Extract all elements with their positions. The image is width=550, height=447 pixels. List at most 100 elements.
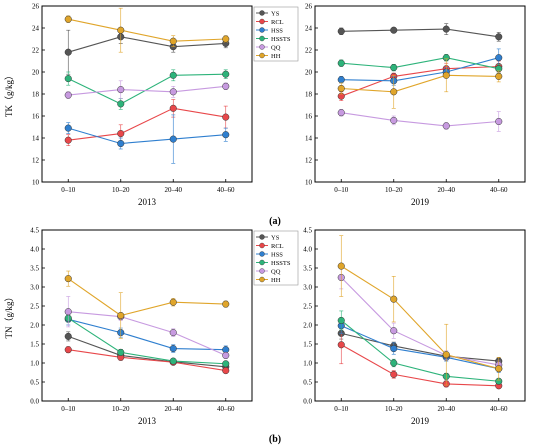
data-point <box>169 345 177 353</box>
data-point <box>390 116 398 124</box>
data-point <box>442 71 450 79</box>
legend-label: HH <box>271 53 281 60</box>
data-point <box>169 71 177 79</box>
y-tick-label: 2.5 <box>30 303 39 311</box>
data-point <box>390 345 398 353</box>
data-point <box>117 348 125 356</box>
y-tick-label: 24 <box>305 25 313 33</box>
y-tick-label: 2.0 <box>303 322 312 330</box>
data-point <box>117 311 125 320</box>
legend-label: HSS <box>271 251 283 258</box>
series-line <box>68 73 226 105</box>
legend-item-ys: YS <box>256 10 280 17</box>
data-point <box>117 130 125 138</box>
x-tick-label: 0–10 <box>61 405 76 413</box>
y-tick-label: 4.5 <box>303 227 312 235</box>
data-point <box>390 88 398 96</box>
data-point <box>169 135 177 143</box>
legend-label: HSSTS <box>271 36 291 43</box>
chart-panel-b-right: 0.0 0.5 1.0 1.5 2.0 2.5 3.0 3.5 4.0 4.5 0–10 10–20 2… <box>303 227 526 426</box>
data-point <box>495 72 503 80</box>
series-line <box>68 335 226 368</box>
series-line <box>340 320 499 382</box>
y-axis-title: TN（g/kg） <box>4 293 14 339</box>
y-tick-label: 2.5 <box>303 303 312 311</box>
x-tick-label: 20–40 <box>165 405 183 413</box>
data-point <box>169 329 177 337</box>
data-point <box>64 75 72 83</box>
y-tick-label: 3.5 <box>30 265 39 273</box>
data-point <box>169 357 177 365</box>
y-tick-label: 3.0 <box>30 284 39 292</box>
series-line <box>68 107 226 141</box>
chart-panel-a-left: 10 12 14 16 18 20 22 24 26 0–10 10–20 20–40 40–60 201… <box>4 3 299 207</box>
series-hssts <box>64 69 230 110</box>
series-line <box>68 318 226 351</box>
y-tick-label: 26 <box>32 3 40 11</box>
data-point <box>495 117 503 126</box>
data-point <box>337 109 345 117</box>
y-tick-label: 0.0 <box>30 398 39 406</box>
x-tick-label: 10–20 <box>112 405 130 413</box>
data-point <box>222 70 230 78</box>
y-tick-label: 10 <box>305 179 313 187</box>
legend-item-hh: HH <box>256 277 281 284</box>
legend-marker <box>259 259 265 266</box>
data-point <box>222 113 230 121</box>
series-line <box>68 127 226 145</box>
data-point <box>169 37 177 45</box>
legend-box <box>253 230 299 286</box>
data-point <box>442 25 450 33</box>
series-line <box>341 28 499 38</box>
legend-marker <box>259 10 265 16</box>
series-hh <box>64 7 230 53</box>
y-tick-label: 2.0 <box>30 322 39 330</box>
legend-marker <box>259 234 265 240</box>
series-line <box>341 325 499 370</box>
y-tick-label: 16 <box>32 113 40 121</box>
series-qq <box>64 80 230 99</box>
data-point <box>117 139 125 148</box>
data-point <box>64 308 72 316</box>
legend-marker <box>259 18 265 25</box>
data-point <box>64 15 72 23</box>
legend-marker <box>259 35 265 42</box>
y-tick-label: 10 <box>32 179 40 187</box>
data-point <box>222 360 230 368</box>
series-ys <box>337 327 503 365</box>
data-point <box>169 298 177 306</box>
y-tick-label: 4.5 <box>30 227 39 235</box>
series-hh <box>337 58 503 109</box>
y-tick-label: 3.5 <box>303 265 312 273</box>
legend-label: QQ <box>271 268 281 275</box>
y-tick-label: 0.0 <box>303 398 312 406</box>
chart-panel-b-left: 0.0 0.5 1.0 1.5 2.0 2.5 3.0 3.5 4.0 4.5 0–10 10–20 2… <box>4 227 299 426</box>
y-tick-label: 22 <box>305 47 313 55</box>
series-line <box>341 332 499 362</box>
data-point <box>169 104 177 112</box>
series-ys <box>337 23 503 42</box>
series-rcl <box>64 346 230 375</box>
legend-item-rcl: RCL <box>256 19 284 26</box>
data-point <box>495 54 503 62</box>
legend-marker <box>259 242 265 249</box>
data-point <box>390 370 398 378</box>
series-line <box>341 65 499 97</box>
data-point <box>390 295 398 303</box>
data-point <box>337 27 345 35</box>
series-ys <box>64 331 230 371</box>
x-tick-label: 20–40 <box>165 186 183 194</box>
data-point <box>64 275 72 283</box>
legend-marker <box>259 27 265 33</box>
series-line <box>68 311 226 356</box>
data-point <box>337 76 345 84</box>
legend-item-ys: YS <box>256 234 280 241</box>
data-point <box>337 84 345 93</box>
y-tick-label: 12 <box>305 157 313 165</box>
data-point <box>117 100 125 108</box>
series-rcl <box>337 60 503 101</box>
legend-item-hh: HH <box>256 53 281 60</box>
data-point <box>337 262 345 270</box>
